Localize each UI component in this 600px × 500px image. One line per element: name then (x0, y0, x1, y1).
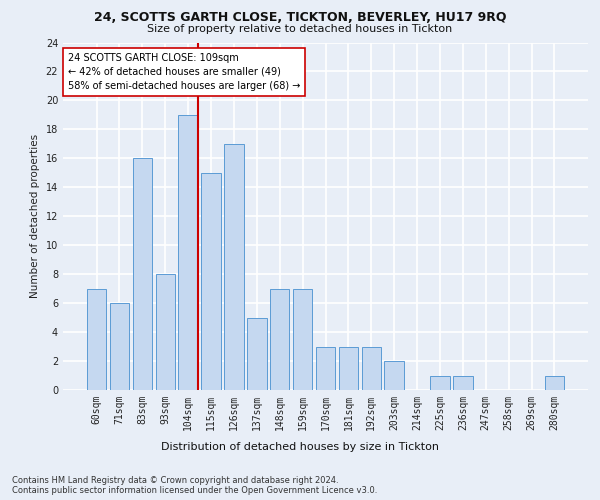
Bar (133, 158, 152, 390)
Bar (385, 361, 404, 390)
Bar (224, 144, 244, 390)
Text: Size of property relative to detached houses in Tickton: Size of property relative to detached ho… (148, 24, 452, 34)
Bar (545, 376, 564, 390)
Bar (202, 173, 221, 390)
Bar (362, 346, 381, 390)
Bar (270, 288, 289, 390)
Text: Contains HM Land Registry data © Crown copyright and database right 2024.
Contai: Contains HM Land Registry data © Crown c… (12, 476, 377, 495)
Bar (338, 346, 358, 390)
Bar (87, 288, 106, 390)
Bar (155, 274, 175, 390)
Bar (247, 318, 266, 390)
Bar (178, 115, 198, 390)
Text: Distribution of detached houses by size in Tickton: Distribution of detached houses by size … (161, 442, 439, 452)
Bar (453, 376, 473, 390)
Bar (110, 303, 129, 390)
Bar (316, 346, 335, 390)
Y-axis label: Number of detached properties: Number of detached properties (30, 134, 40, 298)
Text: 24, SCOTTS GARTH CLOSE, TICKTON, BEVERLEY, HU17 9RQ: 24, SCOTTS GARTH CLOSE, TICKTON, BEVERLE… (94, 11, 506, 24)
Text: 24 SCOTTS GARTH CLOSE: 109sqm
← 42% of detached houses are smaller (49)
58% of s: 24 SCOTTS GARTH CLOSE: 109sqm ← 42% of d… (68, 53, 301, 91)
Bar (430, 376, 449, 390)
Bar (293, 288, 313, 390)
